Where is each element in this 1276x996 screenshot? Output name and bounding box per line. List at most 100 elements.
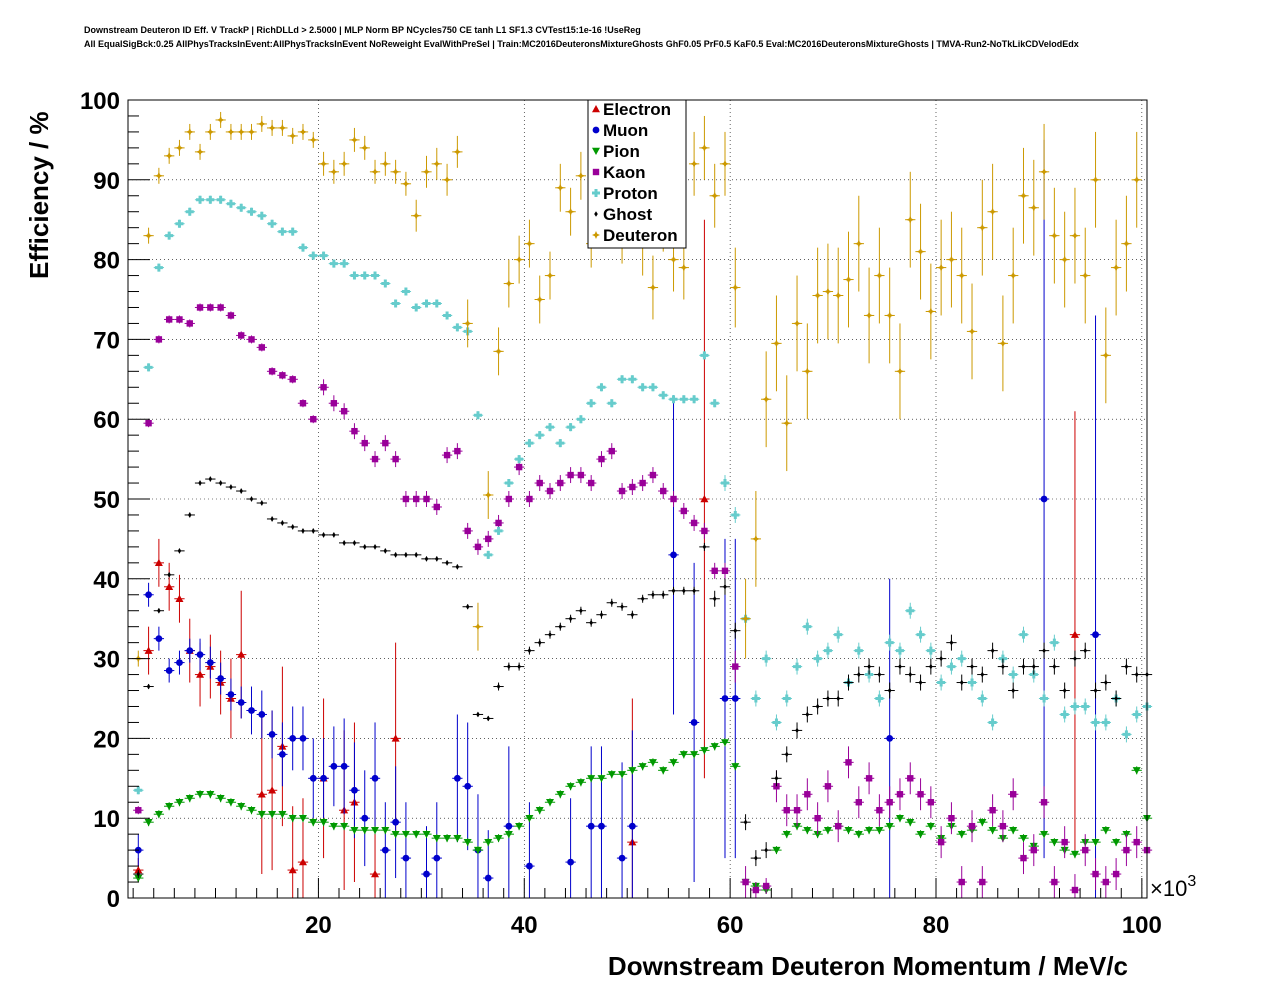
data-point [917, 791, 924, 798]
data-point [298, 858, 307, 866]
data-point [906, 818, 915, 827]
data-point [525, 239, 534, 248]
data-point [185, 127, 194, 136]
data-point [700, 747, 709, 755]
data-point [391, 167, 400, 176]
data-point [682, 587, 686, 594]
data-point [587, 775, 596, 783]
data-point [485, 535, 492, 543]
data-point [218, 480, 223, 486]
data-point [566, 783, 575, 791]
data-point [422, 299, 431, 308]
data-point [1091, 175, 1100, 184]
data-point [247, 127, 256, 136]
data-point [937, 263, 946, 272]
data-point [216, 795, 225, 803]
data-point [741, 614, 750, 623]
data-point [433, 854, 441, 862]
data-point [504, 479, 513, 488]
data-point [908, 671, 913, 678]
data-point [651, 591, 655, 598]
data-point [618, 487, 626, 495]
data-point [690, 395, 699, 404]
data-point [895, 815, 904, 823]
data-point [402, 495, 410, 503]
data-point [846, 679, 851, 686]
legend-marker-muon [592, 126, 600, 134]
data-point [464, 782, 472, 790]
data-point [351, 786, 358, 794]
data-point [270, 516, 274, 522]
data-point [175, 799, 184, 807]
data-point [648, 283, 657, 292]
data-point [319, 159, 328, 168]
data-point [217, 675, 225, 682]
data-point [340, 259, 349, 268]
data-point [402, 854, 410, 862]
data-point [268, 811, 277, 819]
data-point [288, 815, 297, 823]
data-point [185, 795, 194, 803]
data-point [629, 483, 636, 491]
data-point [774, 775, 779, 782]
data-point [135, 807, 142, 814]
data-point [226, 127, 235, 136]
data-point [329, 822, 338, 831]
data-point [793, 319, 802, 328]
data-point [772, 718, 781, 727]
data-point [298, 127, 307, 136]
data-point [226, 799, 235, 807]
data-point [939, 655, 943, 662]
data-point [887, 687, 892, 694]
data-point [700, 143, 709, 152]
data-point [340, 408, 348, 415]
data-point [186, 647, 194, 655]
data-point [978, 694, 987, 703]
data-point [484, 491, 493, 500]
data-point [898, 663, 902, 670]
data-point [548, 631, 552, 638]
data-point [165, 803, 174, 811]
data-point [175, 594, 184, 602]
data-point [424, 556, 429, 562]
data-point [598, 455, 605, 463]
data-point [154, 811, 163, 819]
data-point [906, 215, 915, 224]
y-tick-label: 0 [107, 886, 120, 913]
data-point [320, 384, 327, 391]
data-point [957, 654, 966, 663]
data-point [947, 255, 956, 264]
data-point [187, 512, 192, 518]
data-point [238, 332, 245, 339]
data-point [155, 635, 163, 643]
data-point [310, 416, 317, 423]
data-point [494, 347, 503, 356]
data-point [268, 368, 276, 375]
data-point [1102, 878, 1110, 886]
data-point [453, 774, 461, 782]
data-point [754, 855, 758, 861]
data-point [1101, 718, 1110, 727]
legend-label-deuteron: Deuteron [603, 226, 678, 245]
data-point [144, 646, 153, 654]
data-point [1081, 271, 1090, 280]
data-point [958, 878, 965, 886]
data-point [609, 599, 614, 606]
data-point [576, 779, 585, 787]
data-point [309, 135, 318, 144]
data-point [206, 791, 215, 799]
data-point [1001, 663, 1005, 670]
data-point [959, 679, 964, 686]
data-point [401, 179, 410, 188]
data-point [392, 818, 400, 826]
series-muon [133, 139, 1101, 898]
data-point [1091, 718, 1100, 727]
data-point [443, 311, 452, 320]
data-point [465, 603, 470, 610]
data-point [371, 271, 380, 280]
data-point [216, 115, 225, 124]
data-point [321, 532, 326, 538]
data-point [731, 283, 740, 292]
data-point [154, 263, 163, 272]
data-point [762, 654, 771, 663]
